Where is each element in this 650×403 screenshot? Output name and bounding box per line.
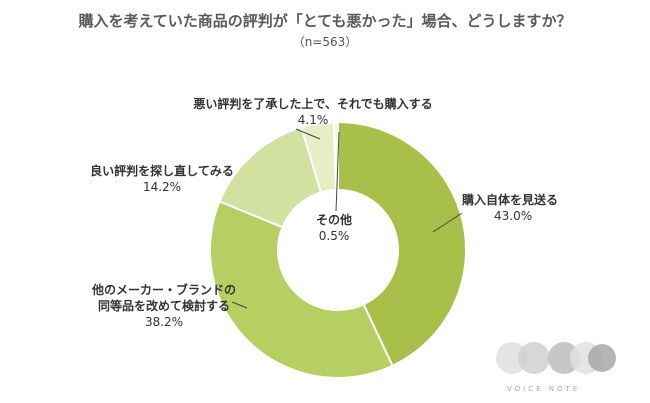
leader-line-slice-3 <box>295 128 321 140</box>
donut-slice-0 <box>337 120 467 368</box>
donut-slice-1 <box>209 200 394 379</box>
slice-label-name: 良い評判を探し直してみる <box>90 164 234 178</box>
chart-subtitle: （n=563） <box>292 35 358 49</box>
leader-line-slice-0 <box>432 212 463 233</box>
slice-label-value: 4.1% <box>297 113 329 127</box>
slice-label-2: 良い評判を探し直してみる 14.2% <box>78 163 246 195</box>
slice-label-value: 43.0% <box>494 209 533 223</box>
slice-label-3: 悪い評判を了承した上で、それでも購入する 4.1% <box>148 96 478 128</box>
chart-title: 購入を考えていた商品の評判が「とても悪かった」場合、どうしますか？ <box>78 12 572 30</box>
slice-label-4: その他 0.5% <box>294 212 374 244</box>
slice-label-value: 38.2% <box>144 315 184 329</box>
slice-label-1: 他のメーカー・ブランドの 同等品を改めて検討する 38.2% <box>84 282 244 330</box>
slice-label-name: 購入自体を見送る <box>462 193 559 207</box>
slice-label-value: 0.5% <box>318 229 350 243</box>
leader-line-slice-1 <box>231 301 248 309</box>
slice-label-name-line1: 他のメーカー・ブランドの <box>91 283 236 297</box>
leader-line-slice-4 <box>335 131 340 212</box>
slice-label-name-line2: 同等品を改めて検討する <box>97 299 230 313</box>
voice-note-logo <box>496 342 616 374</box>
slice-label-name: その他 <box>315 213 352 227</box>
slice-label-name: 悪い評判を了承した上で、それでも購入する <box>193 97 433 111</box>
slice-label-value: 14.2% <box>142 180 182 194</box>
slice-label-0: 購入自体を見送る 43.0% <box>462 192 558 224</box>
logo-text: VOICE NOTE <box>507 385 581 393</box>
